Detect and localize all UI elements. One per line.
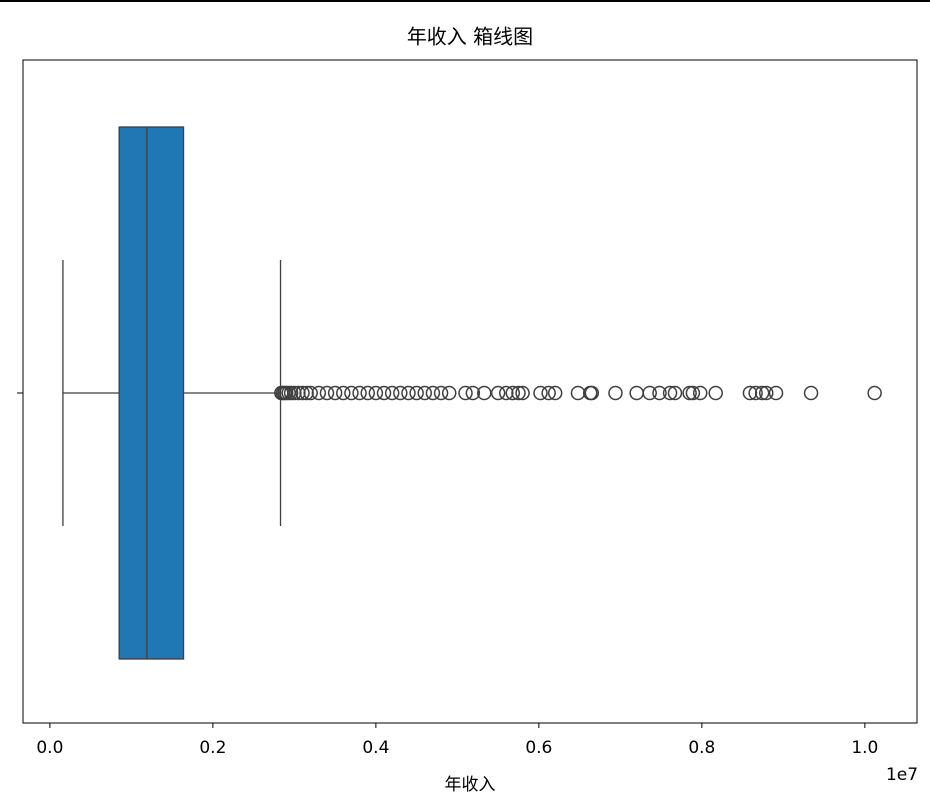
outlier	[754, 385, 770, 401]
outlier	[499, 385, 514, 401]
x-tick-label: 0.4	[362, 738, 389, 758]
outlier	[584, 385, 600, 401]
x-axis-label: 年收入	[445, 775, 496, 795]
outlier	[311, 385, 327, 401]
box	[118, 126, 185, 660]
outlier	[360, 385, 375, 401]
outlier	[303, 385, 318, 401]
outlier	[458, 385, 473, 401]
outlier	[667, 385, 683, 401]
outlier	[629, 385, 644, 401]
outlier	[662, 385, 678, 401]
outlier	[748, 385, 763, 401]
outlier	[299, 385, 314, 401]
outlier	[867, 385, 882, 401]
outlier	[425, 385, 441, 401]
outlier	[652, 385, 667, 401]
outlier	[441, 385, 457, 401]
outlier	[642, 385, 657, 401]
outlier	[376, 385, 392, 401]
outlier	[685, 385, 701, 401]
outlier	[490, 385, 506, 401]
outlier	[608, 385, 623, 401]
outlier	[393, 385, 408, 401]
outlier	[682, 385, 697, 401]
x-tick-label: 0.8	[688, 738, 715, 758]
outlier	[368, 385, 384, 401]
outlier	[533, 385, 548, 401]
plot-frame	[22, 59, 918, 724]
outlier	[384, 385, 400, 401]
outlier	[758, 385, 774, 401]
outlier	[708, 385, 723, 401]
outlier	[505, 385, 521, 401]
outlier	[319, 385, 335, 401]
outlier	[409, 385, 424, 401]
outlier	[477, 385, 492, 401]
outlier	[692, 385, 708, 401]
outlier	[283, 385, 299, 401]
outlier	[570, 385, 586, 401]
outlier	[327, 385, 343, 401]
x-tick-label: 0.2	[199, 738, 226, 758]
x-tick-label: 0.0	[36, 738, 63, 758]
x-tick-label: 0.6	[525, 738, 552, 758]
outlier	[515, 385, 530, 401]
outlier	[768, 385, 784, 401]
outlier	[433, 385, 449, 401]
outlier	[742, 385, 758, 401]
outlier	[465, 385, 481, 401]
outlier	[352, 385, 367, 401]
outlier	[401, 385, 416, 401]
x-tick-label: 1.0	[851, 738, 878, 758]
outlier	[291, 385, 306, 401]
chart-title: 年收入 箱线图	[407, 25, 533, 49]
outlier	[336, 385, 351, 401]
outlier	[417, 385, 433, 401]
outlier	[295, 385, 310, 401]
outlier	[344, 385, 359, 401]
outlier	[803, 385, 819, 401]
outlier	[547, 385, 563, 401]
offset-text: 1e7	[886, 765, 918, 785]
outlier	[511, 385, 526, 401]
outlier	[541, 385, 556, 401]
outlier	[287, 385, 302, 401]
